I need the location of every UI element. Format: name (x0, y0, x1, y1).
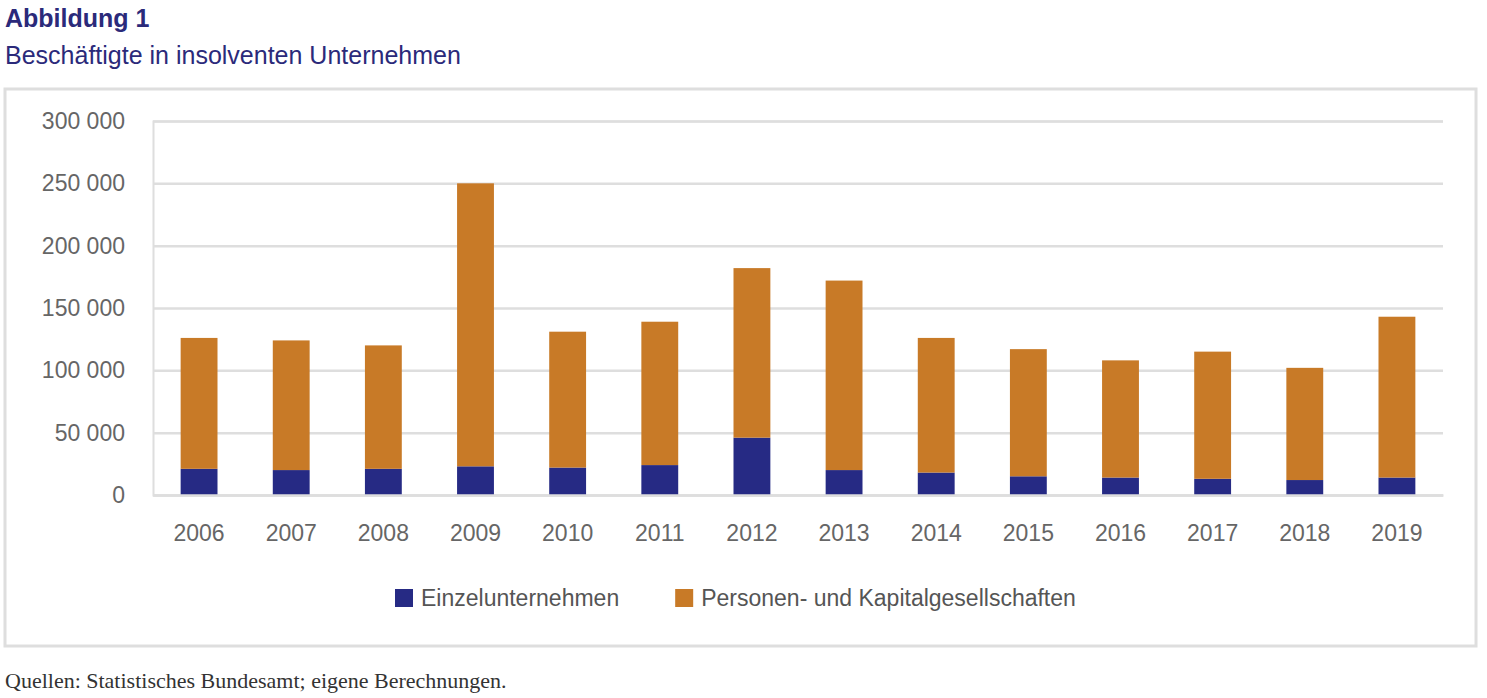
x-tick-label: 2007 (266, 520, 317, 546)
legend-swatch (675, 589, 693, 607)
bar-series (181, 183, 1416, 480)
bar (1194, 479, 1231, 495)
y-tick-label: 300 000 (42, 108, 125, 134)
bar (1102, 360, 1139, 477)
y-tick-label: 0 (112, 482, 125, 508)
x-tick-label: 2016 (1095, 520, 1146, 546)
x-axis-line (154, 494, 1444, 497)
x-tick: 2007 (266, 495, 317, 546)
grid-line (153, 494, 1443, 497)
bar (1379, 317, 1416, 478)
bar (1010, 476, 1047, 495)
legend-item: Personen- und Kapitalgesellschaften (675, 585, 1076, 611)
x-tick: 2015 (1003, 495, 1054, 546)
bar (918, 473, 955, 495)
bar (1286, 480, 1323, 495)
x-tick-label: 2019 (1371, 520, 1422, 546)
bar (826, 281, 863, 470)
x-tick: 2010 (542, 495, 593, 546)
x-tick-label: 2012 (726, 520, 777, 546)
bar (641, 322, 678, 465)
x-tick-label: 2013 (818, 520, 869, 546)
bar (457, 183, 494, 466)
subtitle: Beschäftigte in insolventen Unternehmen (5, 41, 461, 69)
bar (181, 338, 218, 469)
bar (457, 466, 494, 495)
legend: Einzelunternehmen Personen- und Kapitalge… (395, 585, 1076, 611)
bar (641, 465, 678, 495)
legend-label: Einzelunternehmen (421, 585, 619, 611)
y-tick: 300 000 (42, 108, 1443, 134)
x-tick-label: 2017 (1187, 520, 1238, 546)
x-tick-label: 2014 (911, 520, 962, 546)
bar (734, 268, 771, 438)
bar (918, 338, 955, 473)
chart: Abbildung 1 Beschäftigte in insolventen U… (0, 0, 1487, 698)
bar (1194, 352, 1231, 479)
y-tick: 250 000 (42, 170, 1443, 196)
grid-line (153, 120, 1443, 123)
legend-swatch (395, 589, 413, 607)
x-tick: 2006 (173, 495, 224, 546)
grid-line (153, 307, 1443, 310)
bars (181, 183, 1416, 495)
bar (365, 469, 402, 495)
x-tick: 2013 (818, 495, 869, 546)
x-tick: 2009 (450, 495, 501, 546)
title: Abbildung 1 (5, 4, 150, 32)
x-tick: 2008 (358, 495, 409, 546)
bar (1286, 368, 1323, 480)
x-tick-label: 2015 (1003, 520, 1054, 546)
legend-label: Personen- und Kapitalgesellschaften (701, 585, 1076, 611)
bar (1379, 478, 1416, 495)
bar (1010, 349, 1047, 476)
frame (5, 89, 1476, 646)
x-tick: 2011 (635, 495, 684, 546)
x-tick: 2012 (726, 495, 777, 546)
y-tick-label: 250 000 (42, 170, 125, 196)
legend-item: Einzelunternehmen (395, 585, 619, 611)
grid-line (153, 245, 1443, 248)
source: Quellen: Statistisches Bundesamt; eigene… (5, 668, 507, 693)
bar (273, 470, 310, 495)
grid-line (153, 183, 1443, 186)
y-tick: 0 (112, 482, 1443, 508)
x-tick: 2016 (1095, 495, 1146, 546)
y-tick: 200 000 (42, 233, 1443, 259)
bar (549, 332, 586, 468)
bar (734, 438, 771, 495)
bar (365, 345, 402, 468)
x-tick-label: 2009 (450, 520, 501, 546)
y-tick-label: 150 000 (42, 295, 125, 321)
y-tick-label: 200 000 (42, 233, 125, 259)
x-axis: 2006 2007 2008 2009 2010 2011 2012 2013 2014 2015… (154, 495, 1444, 546)
x-tick-label: 2006 (173, 520, 224, 546)
y-axis: 0 50 000 100 000 150 000 200 000 250 000 300 0… (42, 108, 1443, 508)
x-tick: 2017 (1187, 495, 1238, 546)
y-tick-label: 100 000 (42, 357, 125, 383)
x-tick-label: 2010 (542, 520, 593, 546)
x-tick: 2014 (911, 495, 962, 546)
grid-line (153, 432, 1443, 435)
bar (549, 468, 586, 495)
x-tick: 2019 (1371, 495, 1422, 546)
bar (273, 340, 310, 470)
y-axis-line (154, 122, 1444, 496)
bar (181, 469, 218, 495)
x-tick-label: 2018 (1279, 520, 1330, 546)
grid-line (153, 370, 1443, 373)
bar (1102, 478, 1139, 495)
bar (826, 470, 863, 495)
y-tick-label: 50 000 (55, 420, 125, 446)
x-tick-label: 2011 (635, 520, 684, 546)
x-tick-label: 2008 (358, 520, 409, 546)
x-tick: 2018 (1279, 495, 1330, 546)
